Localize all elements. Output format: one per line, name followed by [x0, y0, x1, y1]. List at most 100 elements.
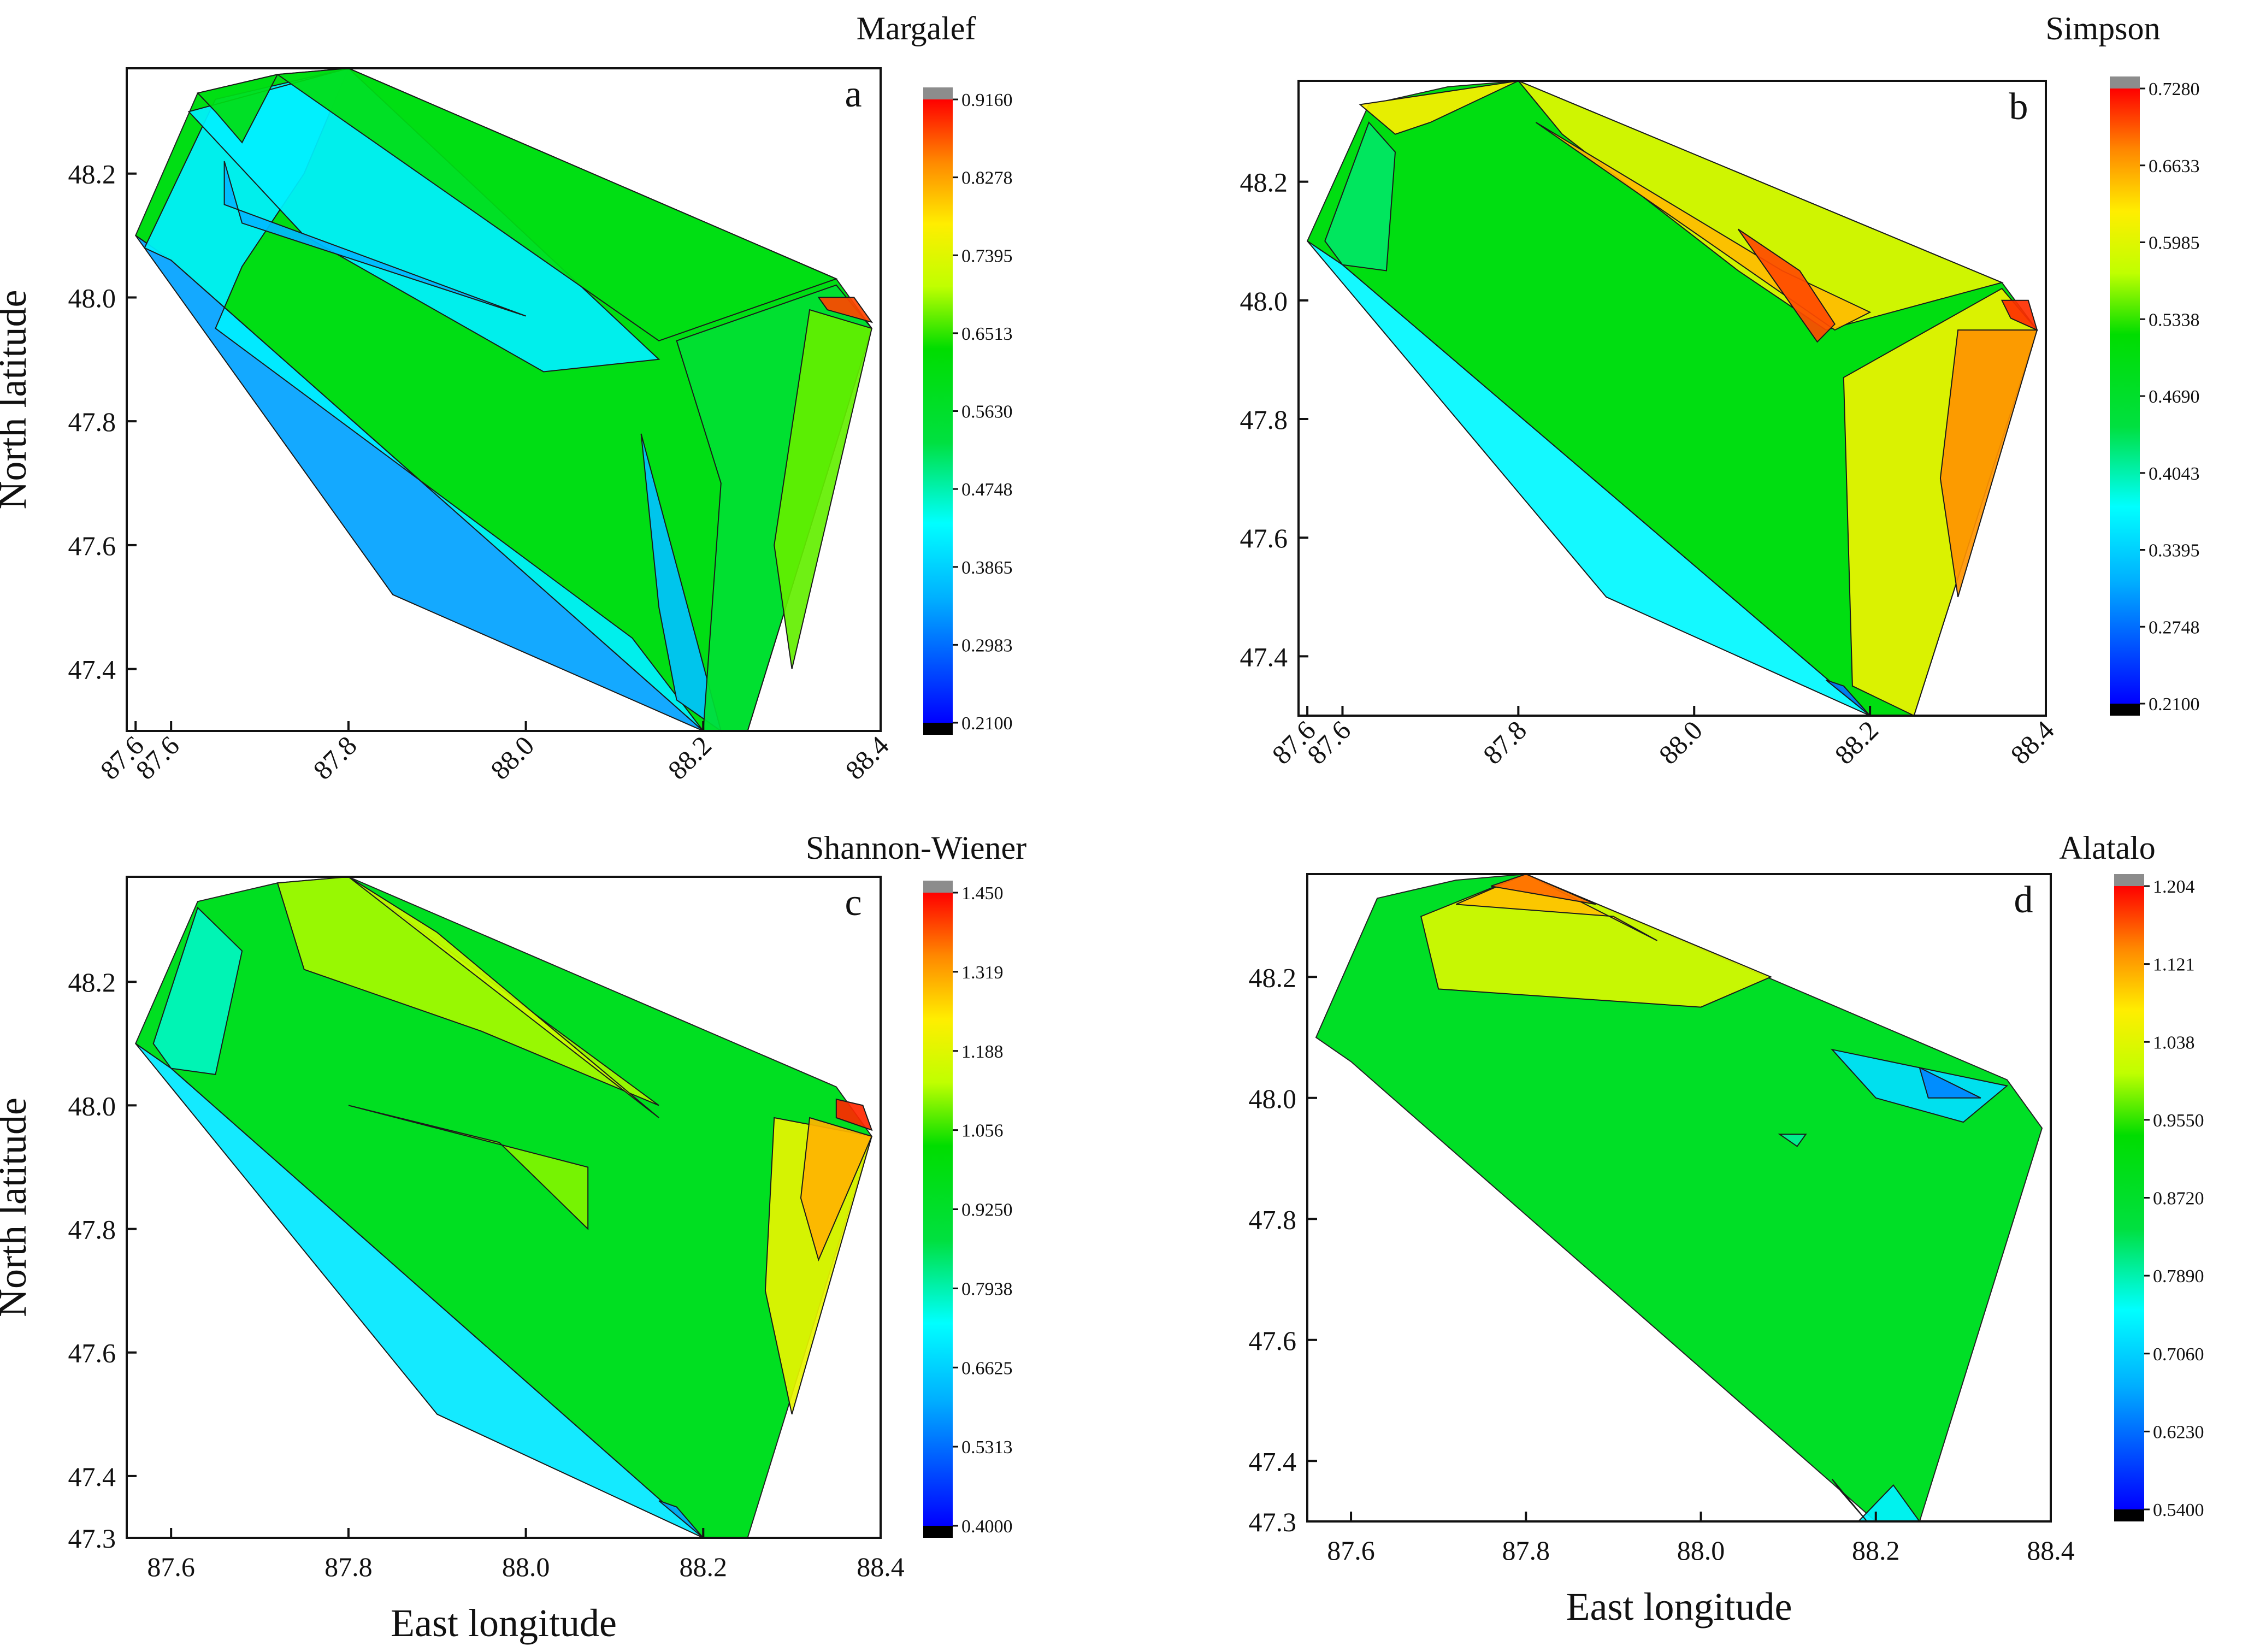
panel-a-y-ticks: 47.4 47.6 47.8 48.0 48.2	[68, 159, 137, 685]
panel-d-plot-frame	[1306, 873, 2052, 1523]
panel-b-colorbar-overflow-cap	[2110, 76, 2140, 88]
panel-b-x-tick-label: 87.6	[1301, 715, 1356, 770]
panel-b-contour-region	[1825, 679, 1870, 716]
panel-c-colorbar-label: 1.450	[961, 883, 1004, 904]
panel-c-plot-frame	[126, 876, 882, 1539]
panel-b-regions	[1306, 80, 2038, 717]
panel-c-colorbar-label: 1.188	[961, 1042, 1004, 1062]
panel-c: c 87.6 87.8 88.0 88.2 88.4 47.347.447.647.84…	[0, 830, 1026, 1645]
panel-a-colorbar-label: 0.9160	[961, 90, 1013, 110]
panel-a-regions	[134, 67, 874, 733]
panel-a-y-tick-label: 48.0	[68, 282, 116, 313]
panel-c-letter: c	[845, 882, 861, 924]
panel-d-y-tick-label: 48.0	[1249, 1083, 1297, 1114]
panel-b-x-tick-label: 88.0	[1653, 715, 1708, 770]
panel-c-x-ticks: 87.6 87.8 88.0 88.2 88.4	[147, 1528, 905, 1582]
panel-b-y-tick-label: 48.0	[1240, 286, 1288, 316]
panel-c-regions	[134, 876, 873, 1538]
panel-c-x-axis-label: East longitude	[391, 1601, 617, 1645]
panel-c-colorbar-label: 0.6625	[961, 1358, 1013, 1378]
panel-a-colorbar-gradient	[923, 99, 953, 723]
panel-b-colorbar-label: 0.4043	[2149, 464, 2200, 484]
panel-a-letter: a	[845, 73, 861, 115]
panel-a-x-tick-label: 88.4	[839, 730, 894, 785]
panel-b-colorbar-gradient	[2110, 88, 2140, 704]
panel-d-contour-region	[1831, 1478, 1868, 1522]
panel-a-plot-frame	[126, 67, 882, 732]
panel-d-colorbar-underflow-cap	[2114, 1509, 2144, 1521]
panel-b-colorbar-label: 0.5985	[2149, 233, 2200, 253]
panel-d-contour-region	[1830, 1048, 2009, 1123]
panel-b-colorbar-label: 0.7280	[2149, 79, 2200, 99]
panel-c-colorbar: 1.450 1.319 1.188 1.056 0.9250 0.7938 0.6625 0.…	[923, 881, 1013, 1538]
panel-a-contour-region	[817, 297, 874, 323]
panel-b-y-ticks: 47.4 47.6 47.8 48.0 48.2	[1240, 167, 1308, 672]
panel-b-colorbar-label: 0.6633	[2149, 156, 2200, 176]
panel-a-y-tick-label: 47.4	[68, 654, 116, 685]
panel-c-x-tick-label: 88.2	[680, 1551, 728, 1582]
panel-b-y-tick-label: 47.6	[1240, 523, 1288, 553]
panel-c-y-tick-label: 47.6	[68, 1338, 116, 1368]
panel-d-x-tick-label: 87.8	[1502, 1535, 1550, 1566]
panel-c-x-tick-label: 88.0	[502, 1551, 550, 1582]
panel-b-colorbar-label: 0.2100	[2149, 694, 2200, 715]
panel-c-colorbar-label: 0.5313	[961, 1437, 1013, 1458]
panel-b-contour-region	[1737, 228, 1836, 343]
panel-d-y-tick-label: 48.2	[1249, 962, 1297, 993]
panel-d-colorbar-label: 0.7060	[2153, 1344, 2204, 1365]
panel-b-x-tick-label: 88.4	[2004, 715, 2060, 770]
panel-c-y-tick-label: 48.0	[68, 1090, 116, 1121]
panel-a-colorbar-title: Margalef	[857, 10, 976, 46]
panel-a-colorbar-label: 0.7395	[961, 246, 1013, 266]
panel-d-lake-area	[1315, 873, 2043, 1522]
panel-a-colorbar-overflow-cap	[923, 87, 953, 99]
panel-d-colorbar-label: 0.5400	[2153, 1500, 2204, 1520]
panel-c-contour-region	[835, 1098, 873, 1131]
panel-b-colorbar: 0.7280 0.6633 0.5985 0.5338 0.4690 0.4043 0.33…	[2110, 76, 2200, 716]
panel-c-colorbar-label: 0.7938	[961, 1279, 1013, 1299]
panel-c-colorbar-label: 1.056	[961, 1121, 1004, 1141]
panel-a-contour-region	[144, 67, 704, 731]
panel-d-y-tick-label: 47.8	[1249, 1204, 1297, 1235]
panel-c-contour-region	[348, 876, 659, 1118]
panel-c-y-tick-label: 48.2	[68, 967, 116, 998]
panel-a-colorbar-label: 0.4748	[961, 480, 1013, 500]
panel-b-y-tick-label: 48.2	[1240, 167, 1288, 198]
panel-d-colorbar-label: 0.7890	[2153, 1266, 2204, 1287]
panel-a-x-tick-label: 87.8	[307, 730, 362, 785]
panel-d-y-tick-label: 47.6	[1249, 1325, 1297, 1356]
panel-a-y-tick-label: 47.6	[68, 530, 116, 561]
panel-c-colorbar-label: 0.9250	[961, 1200, 1013, 1220]
panel-a-y-tick-label: 48.2	[68, 159, 116, 190]
panel-c-colorbar-overflow-cap	[923, 881, 953, 893]
panel-b-contour-region	[1359, 80, 1519, 135]
panel-d-colorbar-label: 0.8720	[2153, 1189, 2204, 1209]
panel-d-y-tick-label: 47.3	[1249, 1507, 1297, 1537]
panel-b-colorbar-underflow-cap	[2110, 704, 2140, 716]
panel-d-x-tick-label: 88.2	[1852, 1535, 1900, 1566]
panel-d: d 87.6 87.8 88.0 88.2 88.4 47.347.447.647.84…	[1249, 830, 2204, 1629]
panel-d-contour-region	[1490, 873, 1596, 905]
panel-b-colorbar-title: Simpson	[2045, 10, 2160, 46]
panel-d-letter: d	[2014, 879, 2033, 921]
panel-b-y-tick-label: 47.8	[1240, 404, 1288, 435]
panel-d-x-tick-label: 87.6	[1327, 1535, 1375, 1566]
panel-c-contour-region	[348, 1105, 589, 1230]
panel-a-x-tick-label: 88.2	[662, 730, 717, 785]
panel-d-x-ticks: 87.6 87.8 88.0 88.2 88.4	[1327, 1512, 2075, 1566]
panel-b-x-tick-label: 88.2	[1828, 715, 1884, 770]
panel-a-x-tick-label: 87.6	[129, 730, 185, 785]
panel-c-colorbar-underflow-cap	[923, 1526, 953, 1538]
panel-c-y-tick-label: 47.3	[68, 1523, 116, 1554]
panel-a-colorbar-underflow-cap	[923, 723, 953, 735]
panel-a-contour-region	[196, 73, 279, 144]
panel-b-colorbar-label: 0.4690	[2149, 387, 2200, 407]
panel-c-colorbar-label: 0.4000	[961, 1517, 1013, 1537]
panel-d-contour-region	[1778, 1134, 1807, 1147]
panel-d-y-ticks: 47.3 47.4 47.6 47.8 48.0 48.2	[1249, 962, 1317, 1537]
panel-c-contour-region	[800, 1117, 873, 1262]
panel-c-y-tick-label: 47.4	[68, 1461, 116, 1492]
panel-a-x-tick-label: 88.0	[485, 730, 540, 785]
panel-d-colorbar: 1.204 1.121 1.038 0.9550 0.8720 0.7890 0.7060 0…	[2114, 874, 2204, 1521]
panel-d-x-tick-label: 88.4	[2027, 1535, 2075, 1566]
